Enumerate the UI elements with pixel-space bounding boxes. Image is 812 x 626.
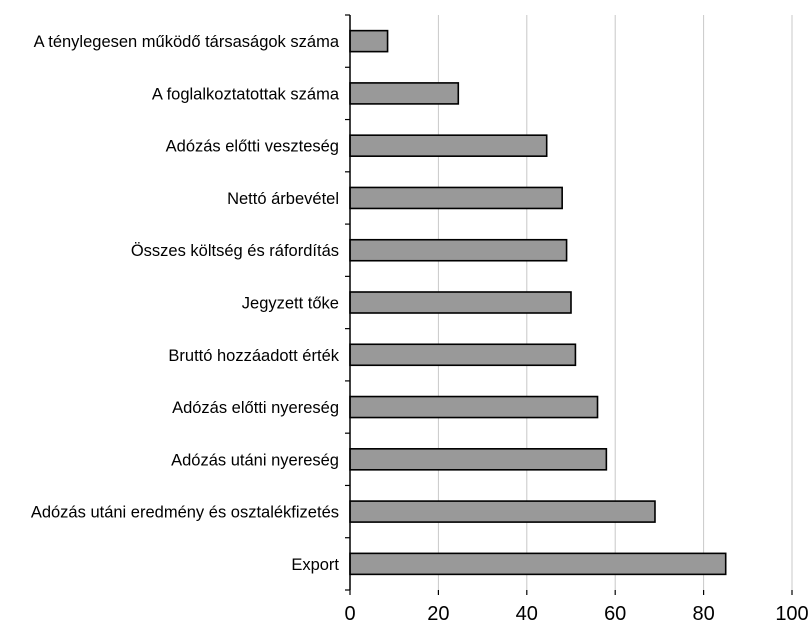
- bar-2: [349, 82, 460, 105]
- x-tick-label-40: 40: [516, 603, 538, 625]
- bar-4: [349, 186, 563, 210]
- category-labels: A ténylegesen működő társaságok száma A f…: [31, 33, 340, 574]
- bar-3: [349, 134, 548, 157]
- category-label-6: Jegyzett tőke: [242, 295, 339, 313]
- x-tick-label-100: 100: [775, 603, 808, 625]
- gridlines: [437, 15, 793, 590]
- bar-7: [349, 343, 577, 367]
- category-label-5: Összes költség és ráfordítás: [131, 242, 339, 260]
- bar-5: [349, 238, 568, 262]
- category-label-10: Adózás utáni eredmény és osztalékfizetés: [31, 504, 339, 522]
- category-label-4: Nettó árbevétel: [227, 190, 339, 208]
- x-tick-labels: 0 20 40 60 80 100: [344, 603, 808, 625]
- category-label-3: Adózás előtti veszteség: [166, 138, 339, 156]
- bar-9: [349, 448, 608, 471]
- x-tick-label-60: 60: [604, 603, 626, 625]
- category-label-11: Export: [291, 556, 339, 574]
- bar-8: [349, 395, 599, 419]
- bar-1: [349, 29, 389, 53]
- bar-11: [349, 552, 727, 576]
- category-label-1: A ténylegesen működő társaságok száma: [34, 33, 340, 51]
- x-tick-label-80: 80: [692, 603, 714, 625]
- category-label-8: Adózás előtti nyereség: [172, 399, 339, 417]
- x-tick-label-0: 0: [344, 603, 355, 625]
- x-tick-label-20: 20: [427, 603, 449, 625]
- axes: [345, 14, 793, 595]
- bar-6: [349, 291, 572, 314]
- bars: [349, 29, 727, 576]
- category-label-2: A foglalkoztatottak száma: [152, 85, 340, 103]
- bar-10: [349, 500, 656, 523]
- category-label-9: Adózás utáni nyereség: [171, 451, 339, 469]
- category-label-7: Bruttó hozzáadott érték: [168, 347, 339, 365]
